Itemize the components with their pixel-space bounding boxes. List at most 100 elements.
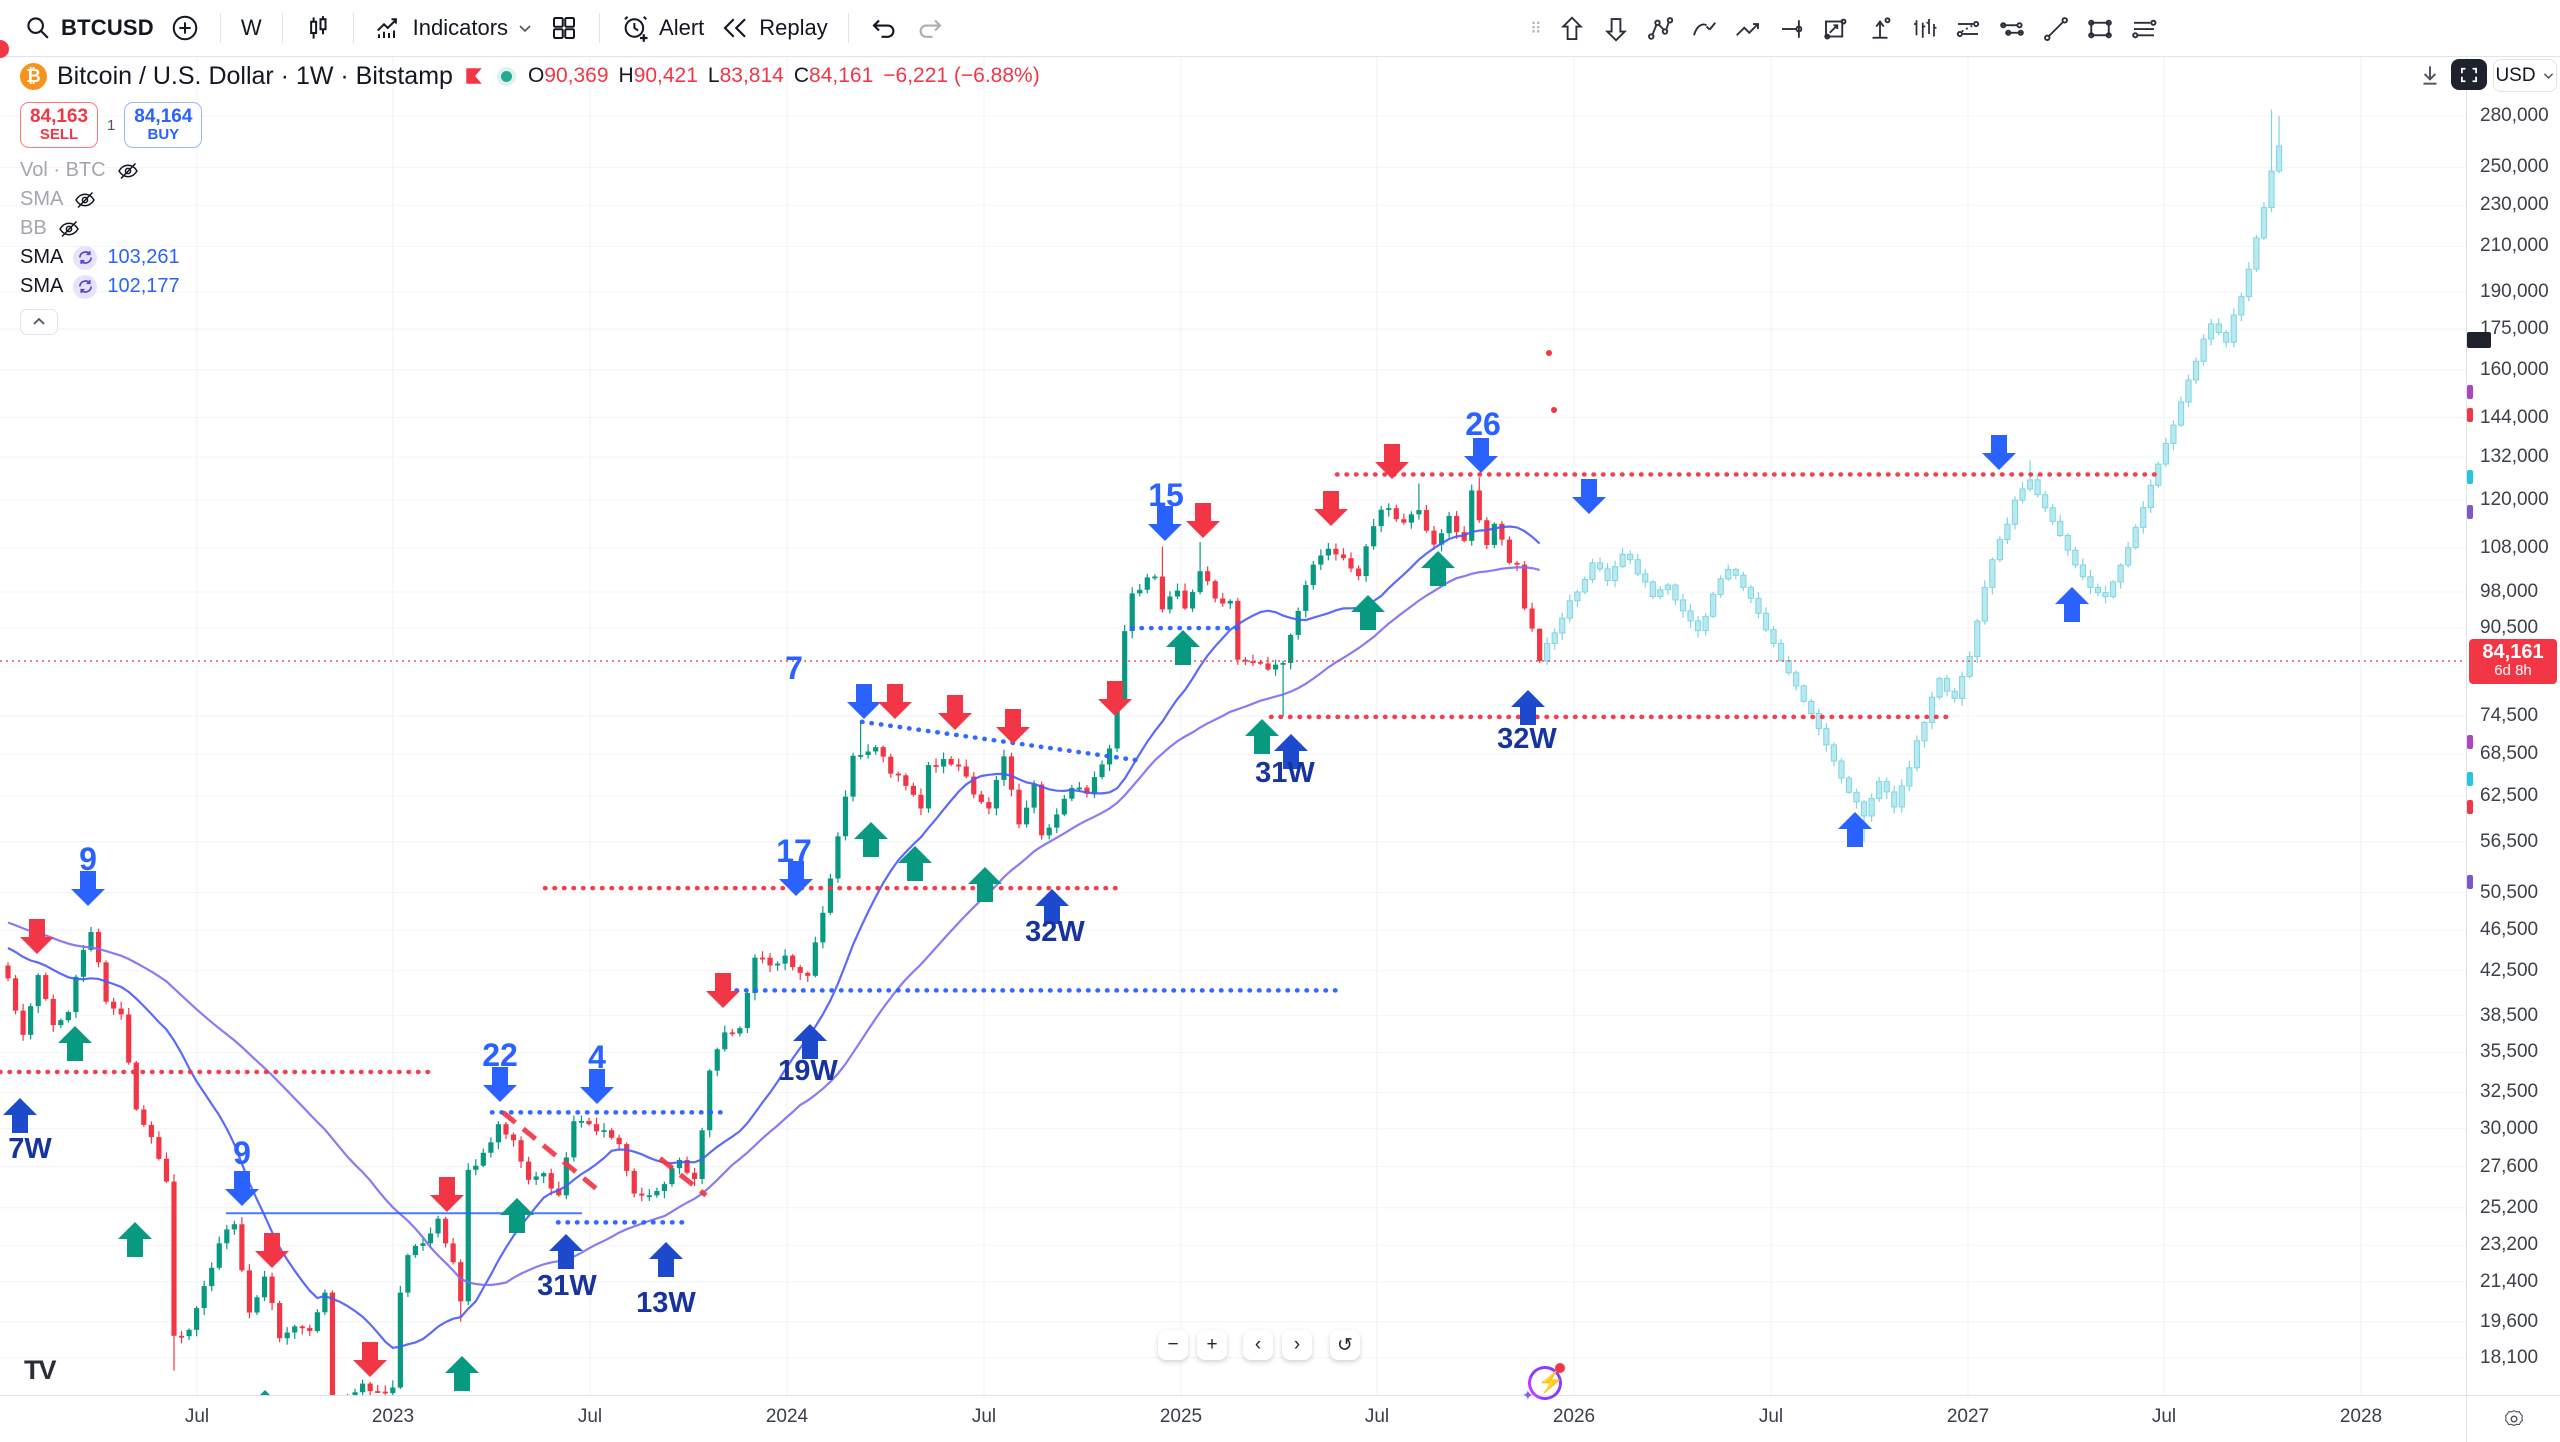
rectangle-tool[interactable]: [2084, 13, 2116, 45]
bars-pattern-tool[interactable]: [1908, 13, 1940, 45]
symbol-search-button[interactable]: BTCUSD: [16, 10, 162, 46]
signal-arrow-down[interactable]: [878, 684, 912, 719]
signal-arrow-up[interactable]: [58, 1026, 92, 1061]
signal-arrow-down[interactable]: [1186, 503, 1220, 538]
brush-tool[interactable]: [1688, 13, 1720, 45]
annotation-label[interactable]: 22: [482, 1037, 518, 1073]
signal-arrow-up[interactable]: [1035, 889, 1069, 924]
signal-arrow-down[interactable]: [353, 1342, 387, 1377]
horizontal-ray-tool[interactable]: [1776, 13, 1808, 45]
ai-assistant-button[interactable]: ⚡ ✦: [1522, 1360, 1568, 1406]
signal-arrow-down[interactable]: [779, 861, 813, 896]
sma-line-1[interactable]: [7, 525, 1541, 1349]
compare-add-button[interactable]: [162, 9, 208, 47]
signal-arrow-up[interactable]: [118, 1222, 152, 1257]
drag-handle-icon[interactable]: ⠿: [1530, 20, 1544, 38]
sell-button[interactable]: 84,163 SELL: [20, 102, 98, 148]
fullscreen-button[interactable]: [2451, 59, 2487, 90]
sma-line-2[interactable]: [7, 566, 1540, 1287]
eye-hidden-icon[interactable]: [57, 217, 81, 241]
signal-arrow-down[interactable]: [996, 709, 1030, 744]
time-axis[interactable]: Jul 2023 Jul 2024 Jul 2025 Jul 2026 Jul 2027 Jul 20…: [0, 1395, 2466, 1442]
signal-arrow-up[interactable]: [3, 1098, 37, 1133]
annotation-label[interactable]: 13W: [636, 1287, 696, 1319]
reset-chart-button[interactable]: ↺: [1330, 1330, 1360, 1360]
annotation-label[interactable]: 9: [233, 1135, 251, 1171]
signal-arrow-down[interactable]: [430, 1177, 464, 1212]
signal-arrow-down[interactable]: [1982, 435, 2016, 470]
arrow-up-tool[interactable]: [1556, 13, 1588, 45]
signal-arrow-down[interactable]: [1098, 681, 1132, 716]
signal-arrow-up[interactable]: [500, 1198, 534, 1233]
annotation-label[interactable]: 15: [1148, 477, 1184, 513]
bb-indicator-row[interactable]: BB: [20, 214, 1040, 243]
zigzag-tool[interactable]: [1732, 13, 1764, 45]
signal-arrow-down[interactable]: [1572, 479, 1606, 514]
annotation-label[interactable]: 32W: [1497, 723, 1557, 755]
currency-selector[interactable]: USD: [2493, 59, 2557, 92]
signal-arrow-up[interactable]: [1421, 551, 1455, 586]
interval-button[interactable]: W: [233, 11, 270, 45]
signal-arrow-up[interactable]: [1351, 595, 1385, 630]
signal-arrow-down[interactable]: [1314, 491, 1348, 526]
horizontal-lines-tool[interactable]: [2128, 13, 2160, 45]
volume-indicator-row[interactable]: Vol · BTC: [20, 156, 1040, 185]
signal-arrow-up[interactable]: [649, 1242, 683, 1277]
go-to-realtime-icon[interactable]: [2417, 62, 2443, 88]
signal-arrow-up[interactable]: [1166, 630, 1200, 665]
collapse-legend-button[interactable]: [20, 309, 58, 335]
annotation-label[interactable]: 26: [1465, 406, 1501, 442]
annotation-label[interactable]: 9: [79, 841, 97, 877]
signal-arrow-up[interactable]: [898, 846, 932, 881]
eye-hidden-icon[interactable]: [116, 159, 140, 183]
annotation-label[interactable]: 31W: [1255, 757, 1315, 789]
indicators-button[interactable]: Indicators: [366, 9, 541, 47]
signal-arrow-up[interactable]: [1511, 690, 1545, 725]
signal-arrow-up[interactable]: [968, 867, 1002, 902]
market-status-icon[interactable]: [500, 70, 512, 82]
signal-arrow-up[interactable]: [445, 1356, 479, 1391]
zoom-out-button[interactable]: −: [1158, 1330, 1188, 1360]
signal-arrow-down[interactable]: [706, 973, 740, 1008]
signal-arrow-down[interactable]: [1375, 444, 1409, 479]
signal-arrow-down[interactable]: [580, 1069, 614, 1104]
signal-arrow-up[interactable]: [793, 1024, 827, 1059]
annotation-label[interactable]: 32W: [1025, 916, 1085, 948]
sma1-indicator-row[interactable]: SMA 103,261: [20, 245, 180, 270]
trend-line-tool[interactable]: [2040, 13, 2072, 45]
flat-channel-tool[interactable]: [1996, 13, 2028, 45]
buy-button[interactable]: 84,164 BUY: [124, 102, 203, 148]
signal-arrow-up[interactable]: [1274, 734, 1308, 769]
arrow-down-tool[interactable]: [1600, 13, 1632, 45]
signal-arrow-down[interactable]: [255, 1233, 289, 1268]
axis-settings-corner[interactable]: [2466, 1395, 2560, 1442]
chart-style-button[interactable]: [295, 9, 341, 47]
parallel-channel-tool[interactable]: [1952, 13, 1984, 45]
annotation-label[interactable]: 31W: [537, 1270, 597, 1302]
signal-arrow-up[interactable]: [1838, 812, 1872, 847]
signal-arrow-down[interactable]: [225, 1171, 259, 1206]
descending-trendline-2023b[interactable]: [658, 1156, 708, 1198]
signal-arrow-up[interactable]: [1245, 719, 1279, 754]
annotation-label[interactable]: 7W: [8, 1133, 52, 1165]
tradingview-logo[interactable]: TV: [24, 1355, 56, 1385]
redo-button[interactable]: [907, 9, 953, 47]
annotation-label[interactable]: 17: [776, 833, 812, 869]
path-tool[interactable]: [1644, 13, 1676, 45]
signal-arrow-up[interactable]: [854, 822, 888, 857]
layout-button[interactable]: [541, 9, 587, 47]
annotation-label[interactable]: 4: [588, 1039, 606, 1075]
scroll-left-button[interactable]: ‹: [1243, 1330, 1273, 1360]
annotation-label[interactable]: 7: [785, 650, 803, 686]
signal-arrow-down[interactable]: [1464, 438, 1498, 473]
signal-arrow-up[interactable]: [549, 1234, 583, 1269]
zoom-in-button[interactable]: +: [1197, 1330, 1227, 1360]
price-axis[interactable]: 84,161 6d 8h 280,000 250,000 230,000 210,00…: [2466, 57, 2560, 1395]
projection-box-tool[interactable]: [1820, 13, 1852, 45]
descending-dotted-2024[interactable]: [859, 719, 1146, 764]
sma-hidden-indicator-row[interactable]: SMA: [20, 185, 1040, 214]
pair-title[interactable]: Bitcoin / U.S. Dollar · 1W · Bitstamp: [57, 61, 453, 90]
eye-hidden-icon[interactable]: [73, 188, 97, 212]
signal-arrow-up[interactable]: [248, 1390, 282, 1395]
vertical-measure-tool[interactable]: [1864, 13, 1896, 45]
